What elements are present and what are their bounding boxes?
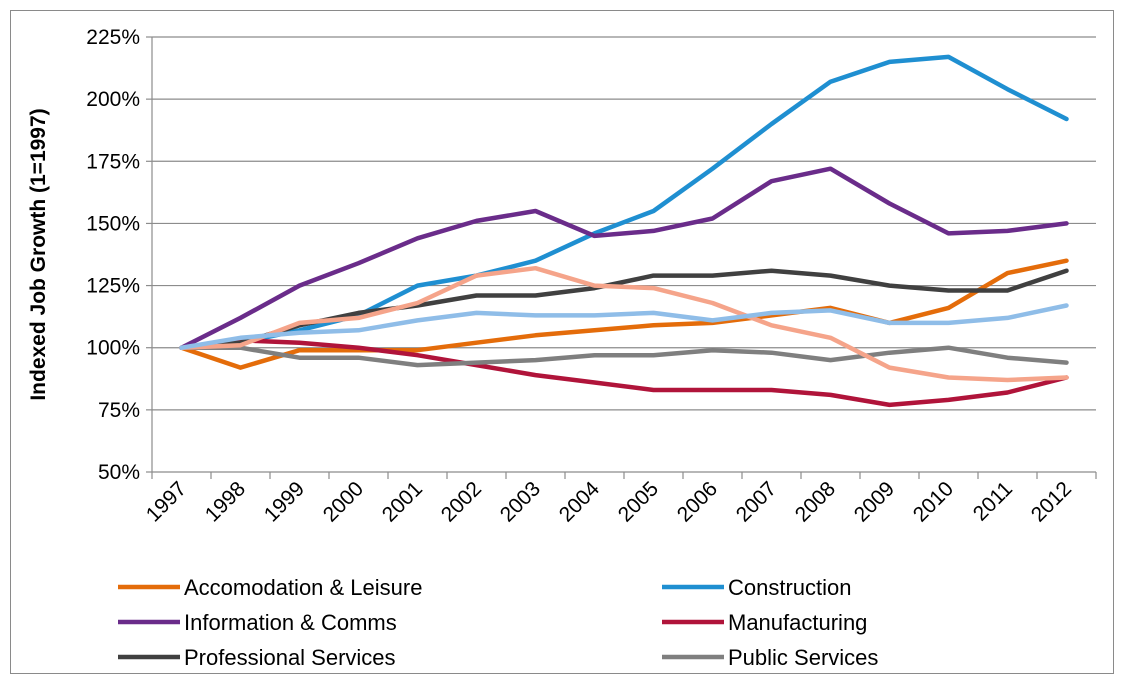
legend-label: Public Services [728, 645, 878, 670]
x-tick-label: 2002 [437, 477, 486, 526]
x-tick-label: 2001 [378, 477, 427, 526]
series-line-3 [179, 338, 1069, 408]
x-tick-label: 2011 [969, 477, 1017, 525]
series-line-1 [179, 54, 1069, 350]
y-axis-label: Indexed Job Growth (1=1997) [27, 108, 50, 400]
legend-label: Construction [728, 575, 852, 600]
y-tick-label: 150% [86, 212, 140, 235]
series-line-0 [179, 258, 1069, 370]
legend-label: Accomodation & Leisure [184, 575, 422, 600]
x-tick-label: 2003 [496, 477, 545, 526]
x-tick-label: 1998 [201, 477, 250, 526]
x-tick-labels: 1997 1998 1999 2000 2001 2002 2003 2004 2005 2006… [142, 477, 1076, 527]
y-tick-label: 200% [86, 88, 140, 111]
x-tick-label: 2004 [555, 477, 605, 527]
y-tick-label: 75% [98, 399, 140, 422]
y-tick-label: 100% [86, 337, 140, 360]
x-tick-label: 2005 [614, 477, 663, 526]
y-tick-label: 175% [86, 150, 140, 173]
legend: Accomodation & Leisure Construction Inform… [118, 575, 878, 670]
series-line-7 [179, 303, 1069, 350]
axes [146, 36, 1097, 479]
x-tick-label: 1997 [142, 477, 191, 526]
legend-label: Information & Comms [184, 610, 397, 635]
x-tick-label: 2009 [850, 477, 899, 526]
legend-label: Manufacturing [728, 610, 867, 635]
series-line-2 [179, 166, 1069, 350]
y-tick-label: 225% [86, 26, 140, 49]
x-tick-label: 2000 [319, 477, 368, 526]
legend-label: Professional Services [184, 645, 396, 670]
series-line-5 [179, 345, 1069, 368]
series-lines [179, 54, 1069, 408]
y-tick-label: 125% [86, 275, 140, 298]
series-line-6 [179, 265, 1069, 383]
x-tick-label: 1999 [260, 477, 309, 526]
x-tick-label: 2012 [1027, 477, 1076, 526]
x-tick-label: 2008 [791, 477, 840, 526]
y-tick-label: 50% [98, 461, 140, 484]
x-tick-label: 2007 [732, 477, 781, 526]
x-tick-label: 2010 [909, 477, 958, 526]
x-tick-label: 2006 [673, 477, 722, 526]
y-tick-labels: 50% 75% 100% 125% 150% 175% 200% 225% [86, 26, 140, 484]
